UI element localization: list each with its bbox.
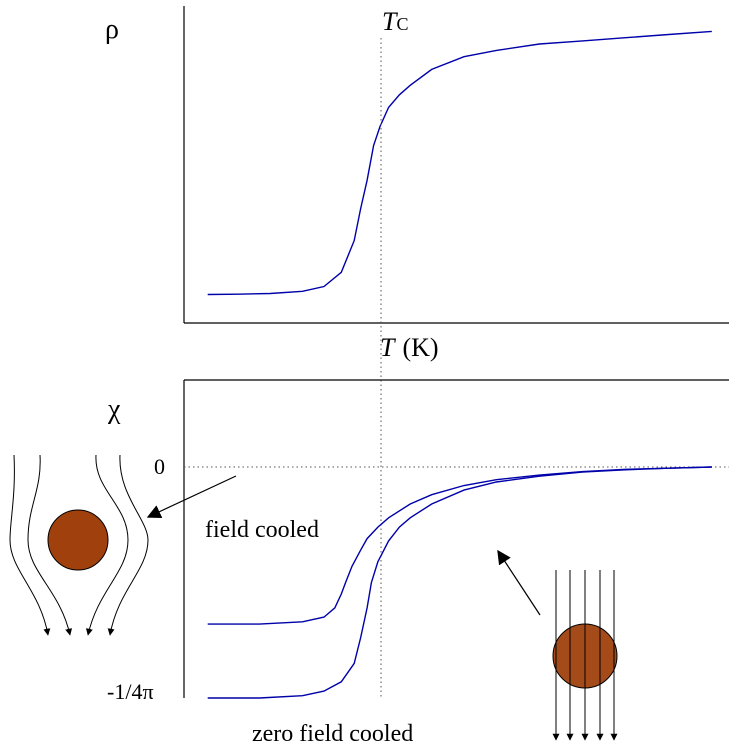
chi-tick-zero: 0 bbox=[154, 454, 165, 479]
zero-field-cooled-pointer-arrow bbox=[497, 549, 541, 616]
tc-label: TC bbox=[382, 7, 408, 36]
tc-symbol: T bbox=[382, 7, 398, 36]
field-cooled-label: field cooled bbox=[205, 517, 319, 543]
flux-line-1 bbox=[9, 454, 51, 636]
susceptibility-panel: χ 0 -1/4π field cooled zero field cooled bbox=[107, 379, 729, 746]
zero-field-cooled-curve bbox=[207, 466, 712, 699]
flux-line-2 bbox=[27, 454, 73, 636]
x-axis-symbol: T bbox=[380, 333, 396, 362]
field-cooled-curve bbox=[207, 466, 712, 625]
rho-y-label: ρ bbox=[105, 14, 119, 45]
zero-field-cooled-label: zero field cooled bbox=[252, 721, 413, 746]
chi-y-label: χ bbox=[107, 394, 121, 425]
superconducting-sphere bbox=[47, 509, 109, 571]
flux-line-3 bbox=[85, 454, 129, 636]
x-axis-unit: (K) bbox=[402, 333, 438, 362]
rho-curve bbox=[207, 30, 712, 296]
x-axis-label: T (K) bbox=[380, 333, 439, 362]
chi-tick-min: -1/4π bbox=[107, 679, 154, 704]
zero-field-cooled-inset bbox=[497, 549, 618, 741]
tc-subscript: C bbox=[396, 14, 408, 34]
resistivity-panel: ρ TC T (K) bbox=[105, 6, 729, 362]
field-cooled-pointer-arrow bbox=[146, 475, 237, 519]
flux-line-4 bbox=[107, 454, 149, 636]
field-cooled-inset bbox=[9, 454, 237, 636]
